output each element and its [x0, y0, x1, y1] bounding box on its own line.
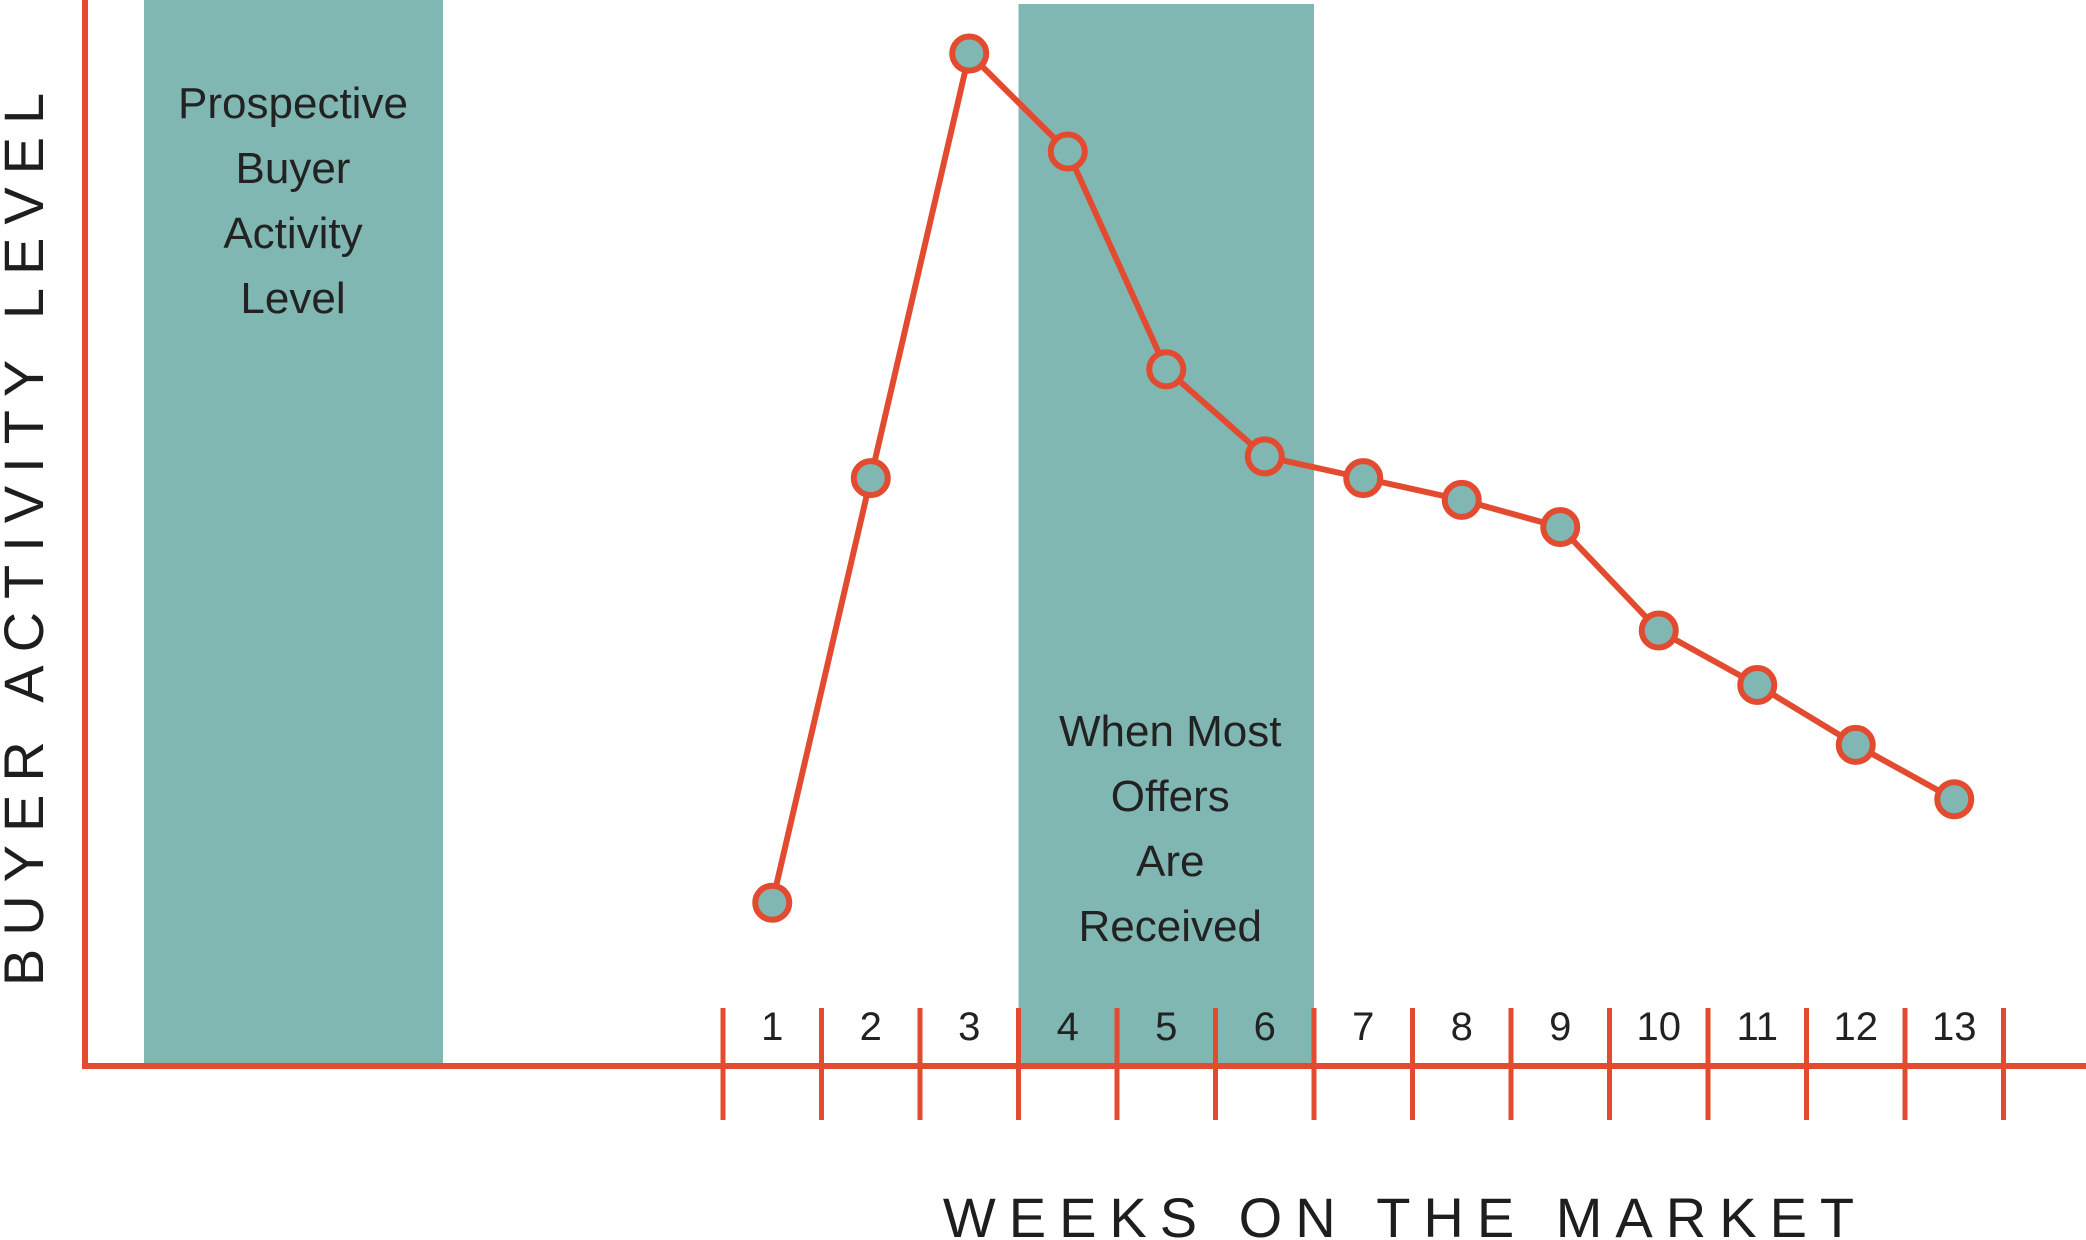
- x-tick-label-7: 7: [1352, 1005, 1374, 1049]
- series-buyer-activity: [752, 33, 1975, 923]
- data-point-week-6: [1244, 436, 1285, 477]
- x-tick-labels: 1 2 3 4 5 6 7 8 9 10 11 12 13: [761, 1005, 1976, 1049]
- data-point-week-12: [1835, 724, 1876, 765]
- band-text-3: Are: [1136, 837, 1204, 886]
- band-text-4: Received: [1079, 902, 1262, 951]
- x-tick-label-13: 13: [1932, 1005, 1977, 1049]
- data-point-week-9: [1540, 507, 1581, 548]
- data-point-week-11: [1737, 664, 1778, 705]
- data-point-week-3: [949, 33, 990, 74]
- data-point-week-7: [1343, 458, 1384, 499]
- legend-swatch: [144, 0, 443, 1066]
- legend-text-2: Buyer: [236, 144, 351, 193]
- x-tick-label-3: 3: [958, 1005, 980, 1049]
- x-axis-title: WEEKS ON THE MARKET: [943, 1186, 1867, 1240]
- x-tick-label-10: 10: [1637, 1005, 1682, 1049]
- x-tick-label-1: 1: [761, 1005, 783, 1049]
- data-point-week-5: [1146, 349, 1187, 390]
- x-tick-label-9: 9: [1549, 1005, 1571, 1049]
- x-tick-label-4: 4: [1057, 1005, 1079, 1049]
- band-text-2: Offers: [1111, 772, 1230, 821]
- x-tick-label-8: 8: [1451, 1005, 1473, 1049]
- band-text-1: When Most: [1059, 707, 1282, 756]
- data-point-week-10: [1638, 610, 1679, 651]
- y-axis-title: BUYER ACTIVITY LEVEL: [0, 80, 55, 986]
- legend-text-1: Prospective: [178, 79, 408, 128]
- x-tick-label-11: 11: [1736, 1005, 1778, 1049]
- x-tick-label-5: 5: [1155, 1005, 1177, 1049]
- x-tick-label-2: 2: [860, 1005, 882, 1049]
- x-tick-label-6: 6: [1254, 1005, 1276, 1049]
- x-ticks: [720, 1008, 2006, 1120]
- data-point-week-2: [850, 458, 891, 499]
- x-tick-label-12: 12: [1834, 1005, 1879, 1049]
- offer-band: [1018, 4, 1314, 1066]
- legend-text-3: Activity: [223, 209, 362, 258]
- data-point-week-1: [752, 882, 793, 923]
- legend-text-4: Level: [240, 274, 345, 323]
- data-point-week-8: [1441, 479, 1482, 520]
- data-point-week-4: [1047, 131, 1088, 172]
- data-point-week-13: [1934, 779, 1975, 820]
